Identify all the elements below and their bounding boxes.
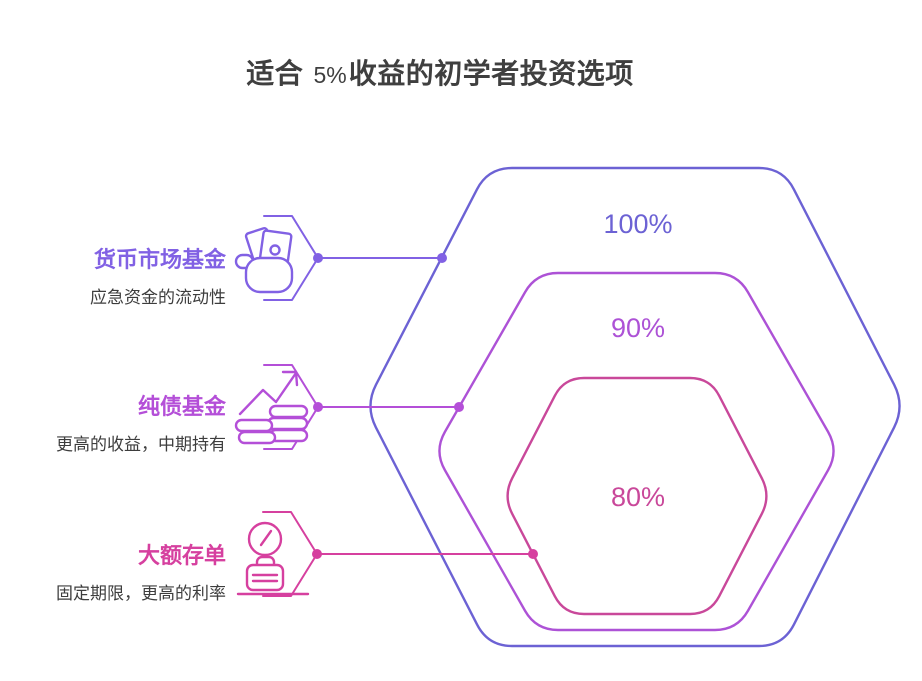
item-label: 纯债基金 — [137, 394, 226, 419]
hexagon-inner — [506, 376, 768, 616]
page-title: 适合 5%收益的初学者投资选项 — [0, 52, 880, 92]
item-description: 更高的收益，中期持有 — [56, 435, 226, 454]
connector-dot — [528, 549, 538, 559]
trend-coins-icon — [234, 370, 309, 445]
connector-dot — [313, 402, 323, 412]
item-label: 大额存单 — [137, 543, 226, 568]
value-label-inner: 80% — [610, 482, 666, 512]
connector-bond-fund — [263, 364, 464, 450]
value-label-outer: 100% — [603, 209, 673, 239]
title-suffix: 收益的初学者投资选项 — [348, 58, 634, 89]
connector-dot — [437, 253, 447, 263]
legend-item-bond-fund: 纯债基金 更高的收益，中期持有 — [18, 393, 226, 456]
connector-dot — [313, 253, 323, 263]
item-description: 应急资金的流动性 — [90, 288, 226, 307]
item-label: 货币市场基金 — [93, 247, 226, 272]
hand-cash-icon — [234, 227, 294, 294]
connector-money-market — [263, 215, 447, 301]
title-rate: 5% — [313, 62, 347, 88]
value-label-middle: 90% — [610, 313, 666, 343]
legend-item-money-market-fund: 货币市场基金 应急资金的流动性 — [18, 246, 226, 309]
connector-dot — [312, 549, 322, 559]
legend-item-certificate-of-deposit: 大额存单 固定期限，更高的利率 — [18, 542, 226, 605]
title-prefix: 适合 — [246, 58, 312, 89]
hexagon-middle — [438, 271, 835, 632]
connector-cd — [262, 511, 538, 597]
hexagon-outer — [369, 166, 901, 648]
clock-savings-icon — [236, 521, 310, 596]
connector-dot — [454, 402, 464, 412]
item-description: 固定期限，更高的利率 — [56, 584, 226, 603]
